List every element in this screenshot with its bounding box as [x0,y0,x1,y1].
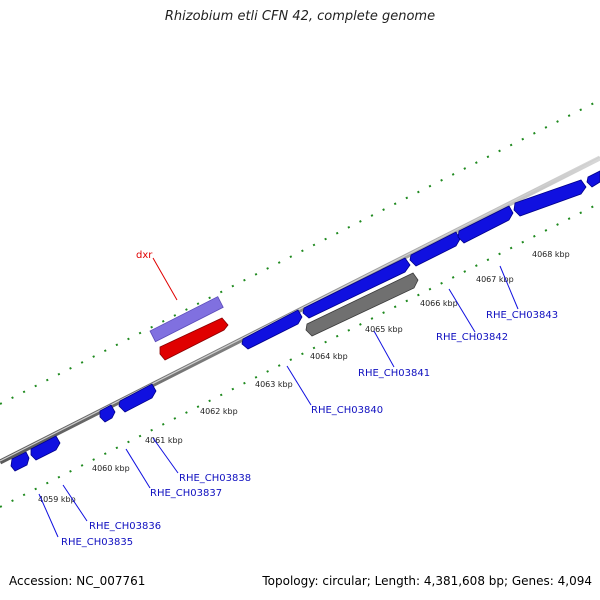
gene-arrow[interactable] [118,383,157,413]
gene-label-rhe-ch03836[interactable]: RHE_CH03836 [89,521,161,532]
genome-backbone-highlight [0,156,600,462]
dxr-gene-highlight[interactable] [149,296,224,343]
accession-text: Accession: NC_007761 [9,574,146,588]
gene-callouts [38,265,519,538]
callout-line [286,365,312,406]
kbp-label: 4060 kbp [92,464,130,473]
callout-line [125,448,151,489]
kbp-labels: 4059 kbp 4060 kbp 4061 kbp 4062 kbp 4063… [38,250,570,504]
callout-line [152,437,179,474]
gene-arrow[interactable] [10,451,30,472]
map-title: Rhizobium etli CFN 42, complete genome [164,9,436,24]
kbp-label: 4066 kbp [420,299,458,308]
gene-label-rhe-ch03838[interactable]: RHE_CH03838 [179,473,251,484]
kbp-label: 4062 kbp [200,407,238,416]
dxr-label[interactable]: dxr [136,250,153,261]
gene-label-rhe-ch03841[interactable]: RHE_CH03841 [358,368,430,379]
dxr-callout-line [152,257,178,301]
kbp-label: 4063 kbp [255,380,293,389]
gene-arrow-gray[interactable] [305,272,419,337]
gene-labels: RHE_CH03835 RHE_CH03836 RHE_CH03837 RHE_… [61,310,558,548]
callout-line [62,484,88,522]
lower-tick-track [0,202,600,508]
gene-arrow[interactable] [241,309,303,350]
gene-label-rhe-ch03840[interactable]: RHE_CH03840 [311,405,383,416]
kbp-label: 4061 kbp [145,436,183,445]
kbp-label: 4067 kbp [476,275,514,284]
gene-arrow[interactable] [409,231,461,267]
kbp-label: 4065 kbp [365,325,403,334]
gene-label-rhe-ch03842[interactable]: RHE_CH03842 [436,332,508,343]
gene-arrow[interactable] [457,205,514,244]
gene-track-upper [10,170,600,472]
kbp-label: 4068 kbp [532,250,570,259]
callout-line [499,265,519,310]
gene-label-rhe-ch03837[interactable]: RHE_CH03837 [150,488,222,499]
gene-label-rhe-ch03843[interactable]: RHE_CH03843 [486,310,558,321]
upper-tick-track [0,99,600,405]
genome-summary-text: Topology: circular; Length: 4,381,608 bp… [262,574,592,588]
gene-arrow[interactable] [513,179,587,217]
gene-arrow[interactable] [99,404,116,423]
dxr-gene-selected[interactable] [159,317,229,361]
callout-line [448,288,476,333]
gene-arrow[interactable] [30,435,61,461]
callout-line [38,493,59,538]
callout-line [373,330,395,368]
gene-label-rhe-ch03835[interactable]: RHE_CH03835 [61,537,133,548]
gene-arrow[interactable] [586,170,600,188]
kbp-label: 4059 kbp [38,495,76,504]
kbp-label: 4064 kbp [310,352,348,361]
gene-arrow[interactable] [302,257,411,319]
